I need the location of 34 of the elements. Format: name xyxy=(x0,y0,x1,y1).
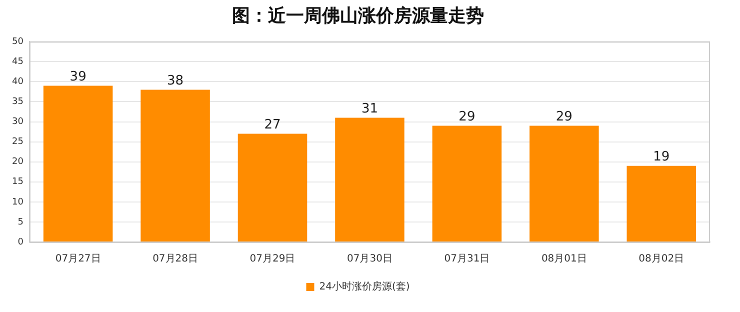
x-tick-label: 07月27日 xyxy=(55,254,101,265)
bar xyxy=(432,126,502,242)
y-tick-label: 15 xyxy=(12,177,24,188)
bar xyxy=(140,90,210,242)
bar xyxy=(43,86,113,242)
bar xyxy=(530,126,599,242)
y-tick-label: 0 xyxy=(18,237,24,248)
x-tick-label: 07月28日 xyxy=(152,254,198,265)
x-tick-label: 07月30日 xyxy=(347,254,392,265)
x-tick-label: 08月02日 xyxy=(638,254,684,265)
y-tick-label: 35 xyxy=(12,97,24,108)
y-tick-label: 25 xyxy=(12,137,24,148)
data-label: 29 xyxy=(556,110,572,125)
legend-label: 24小时涨价房源(套) xyxy=(319,280,410,293)
y-tick-label: 50 xyxy=(12,36,24,47)
y-tick-label: 10 xyxy=(12,197,24,208)
chart-title: 图：近一周佛山涨价房源量走势 xyxy=(232,5,484,26)
x-tick-label: 08月01日 xyxy=(541,254,587,265)
x-tick-label: 07月29日 xyxy=(250,254,296,265)
y-tick-label: 20 xyxy=(12,157,24,168)
data-label: 27 xyxy=(264,118,281,133)
data-label: 38 xyxy=(167,74,184,89)
y-tick-label: 45 xyxy=(12,56,24,67)
bar xyxy=(238,134,308,242)
y-tick-label: 40 xyxy=(12,77,24,88)
data-label: 39 xyxy=(70,70,86,85)
y-tick-label: 5 xyxy=(18,217,24,228)
data-label: 19 xyxy=(653,150,670,165)
bar xyxy=(335,118,404,242)
bar xyxy=(626,166,696,242)
x-tick-label: 07月31日 xyxy=(444,254,490,265)
data-label: 31 xyxy=(361,102,378,117)
y-tick-label: 30 xyxy=(12,117,24,128)
data-label: 29 xyxy=(458,110,476,125)
